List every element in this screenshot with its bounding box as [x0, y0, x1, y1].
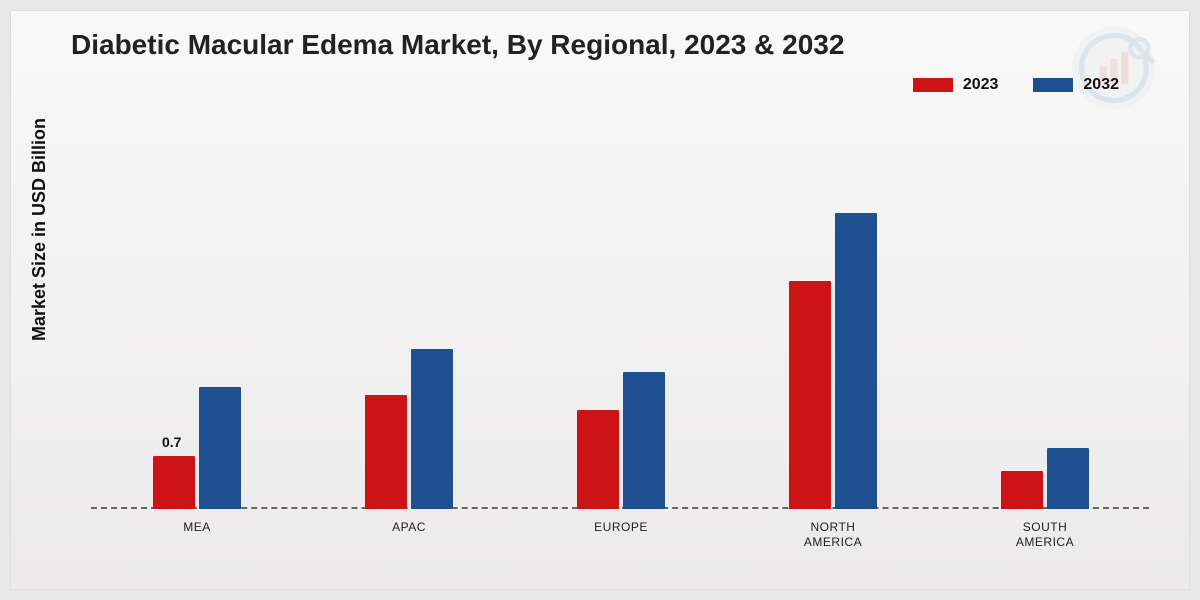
bar-2023	[153, 456, 195, 509]
x-tick-label: MEA	[127, 520, 267, 535]
bar-2032	[411, 349, 453, 509]
x-tick-label: NORTHAMERICA	[763, 520, 903, 550]
bar-value-label: 0.7	[162, 434, 181, 450]
bar-2032	[1047, 448, 1089, 509]
watermark-logo-icon	[1069, 23, 1159, 113]
bar-2023	[577, 410, 619, 509]
x-tick-label: APAC	[339, 520, 479, 535]
legend-swatch-2023	[913, 78, 953, 92]
legend-item-2023: 2023	[913, 76, 999, 94]
bar-2032	[835, 213, 877, 509]
bar-2032	[623, 372, 665, 509]
bar-group	[577, 372, 665, 509]
bar-group	[365, 349, 453, 509]
legend-item-2032: 2032	[1033, 76, 1119, 94]
y-axis-label: Market Size in USD Billion	[29, 118, 50, 341]
plot-area: 0.7	[91, 131, 1149, 509]
bar-2023	[789, 281, 831, 509]
bar-group	[789, 213, 877, 509]
chart-title: Diabetic Macular Edema Market, By Region…	[71, 29, 844, 61]
legend-label-2023: 2023	[963, 76, 999, 94]
x-tick-label: SOUTHAMERICA	[975, 520, 1115, 550]
legend-swatch-2032	[1033, 78, 1073, 92]
legend: 2023 2032	[913, 76, 1119, 94]
x-axis-labels: MEA APAC EUROPE NORTHAMERICA SOUTHAMERICA	[91, 514, 1149, 554]
bar-2023	[365, 395, 407, 509]
chart-panel: Diabetic Macular Edema Market, By Region…	[10, 10, 1190, 590]
legend-label-2032: 2032	[1083, 76, 1119, 94]
bar-2032	[199, 387, 241, 509]
bar-2023	[1001, 471, 1043, 509]
x-tick-label: EUROPE	[551, 520, 691, 535]
bar-group	[1001, 448, 1089, 509]
